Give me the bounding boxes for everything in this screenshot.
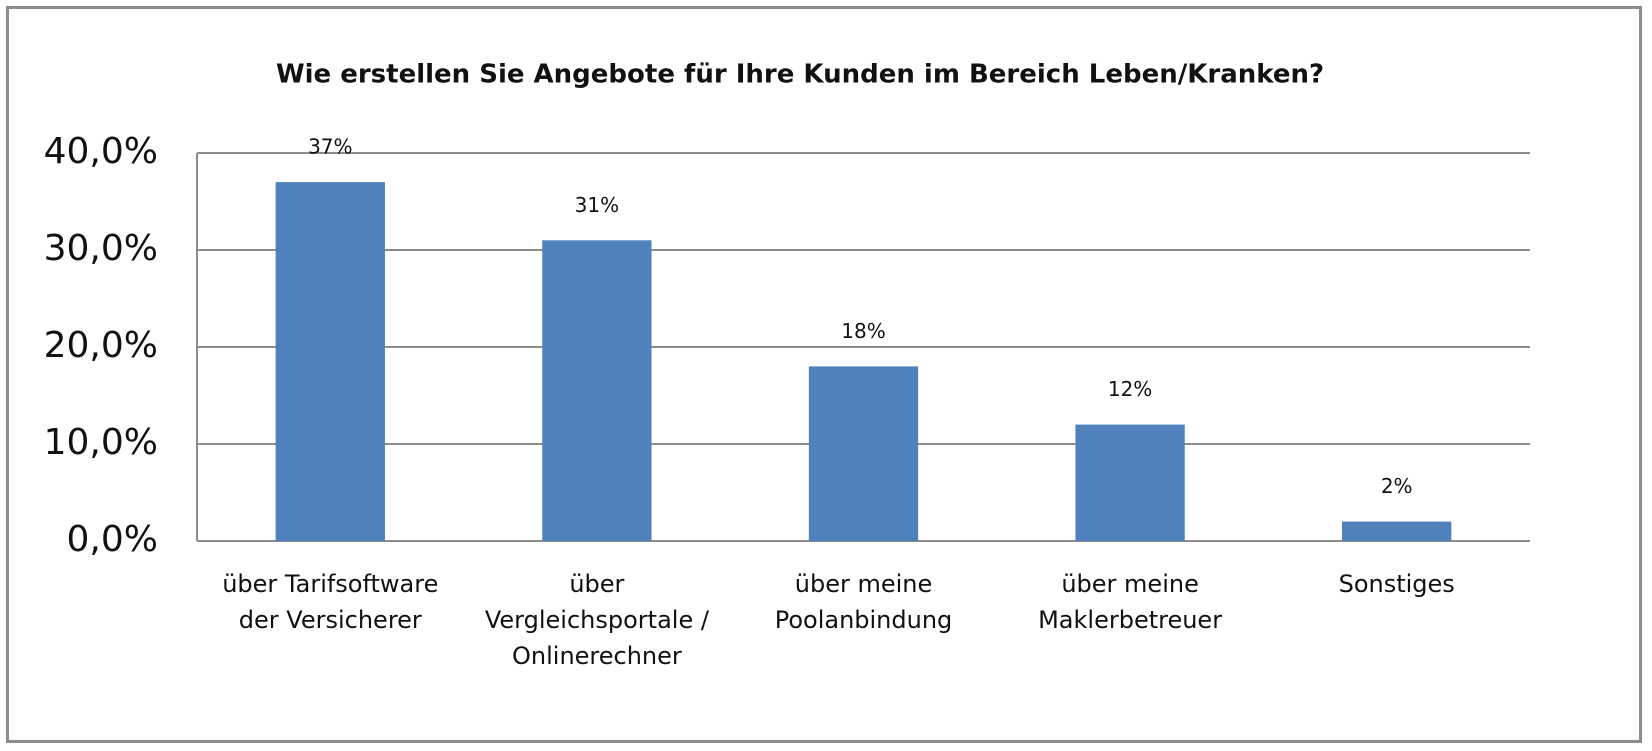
value-label: 2% — [1381, 474, 1413, 498]
y-tick-label: 20,0% — [44, 325, 158, 366]
chart-title: Wie erstellen Sie Angebote für Ihre Kund… — [276, 60, 1324, 90]
bar — [275, 182, 385, 541]
y-tick-label: 0,0% — [67, 519, 158, 560]
value-label: 37% — [308, 135, 352, 159]
bar — [808, 366, 919, 541]
bar — [1075, 424, 1185, 541]
value-label: 12% — [1108, 377, 1152, 401]
bar — [542, 240, 652, 542]
x-tick-label: über Vergleichsportale / Onlinerechner — [484, 570, 709, 670]
y-tick-label: 40,0% — [44, 131, 158, 172]
x-tick-label: über Tarifsoftware der Versicherer — [222, 570, 439, 634]
bar — [1342, 521, 1452, 541]
y-tick-label: 10,0% — [44, 422, 158, 463]
y-tick-label: 30,0% — [44, 228, 158, 269]
chart-frame — [6, 6, 1642, 743]
x-tick-label: über meine Maklerbetreuer — [1038, 570, 1223, 634]
value-label: 31% — [575, 193, 619, 217]
x-tick-label: Sonstiges — [1338, 570, 1455, 598]
x-tick-label: über meine Poolanbindung — [774, 570, 953, 634]
value-label: 18% — [841, 319, 885, 343]
